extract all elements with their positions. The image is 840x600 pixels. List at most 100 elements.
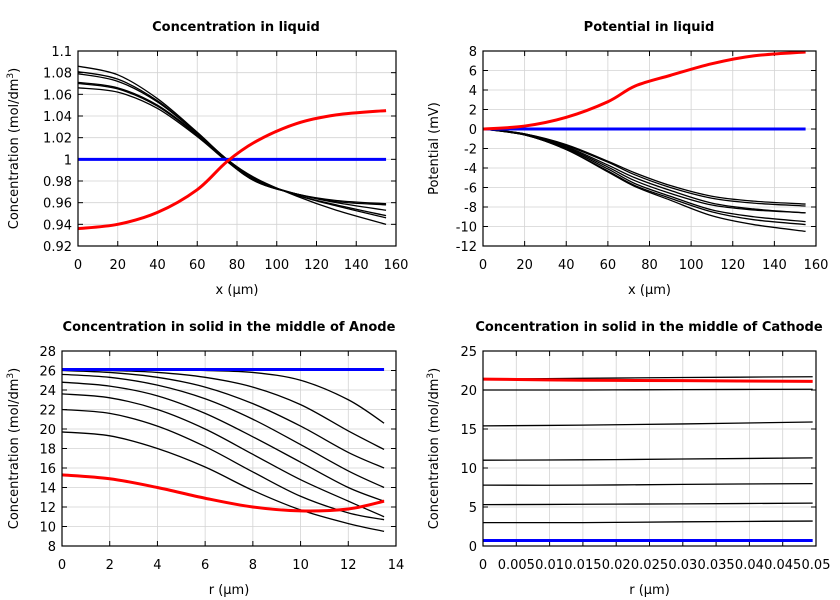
x-tick-label: 0.02 bbox=[602, 558, 631, 573]
series-line-black-7 bbox=[483, 128, 806, 233]
chart-3: 0 2 4 6 8 10 12 14810121416182022242628Concentr… bbox=[6, 320, 404, 598]
x-tick-label: 140 bbox=[762, 258, 787, 273]
y-axis-label: Potential (mV) bbox=[427, 102, 442, 195]
series-line-red bbox=[78, 109, 387, 231]
y-tick-label: 0.98 bbox=[43, 175, 72, 190]
series-line-black-6 bbox=[62, 393, 385, 518]
chart-title: Concentration in liquid bbox=[152, 20, 320, 35]
y-tick-label: 1.08 bbox=[43, 67, 72, 82]
x-tick-label: 40 bbox=[558, 258, 575, 273]
series-line-red bbox=[483, 51, 806, 131]
y-tick-label: -6 bbox=[464, 182, 477, 197]
y-tick-label: 14 bbox=[39, 482, 56, 497]
x-axis-label: r (µm) bbox=[209, 583, 250, 598]
y-axis-label-superscript: 3 bbox=[6, 73, 16, 79]
x-tick-label: 120 bbox=[304, 258, 329, 273]
x-tick-label: 100 bbox=[264, 258, 289, 273]
y-tick-label: -8 bbox=[464, 201, 477, 216]
y-tick-label: -2 bbox=[464, 143, 477, 158]
y-axis-label-end: ) bbox=[7, 68, 22, 73]
chart-title: Concentration in solid in the middle of … bbox=[475, 320, 823, 335]
x-tick-label: 0 bbox=[74, 258, 82, 273]
y-tick-label: -4 bbox=[464, 162, 477, 177]
y-tick-label: 6 bbox=[469, 65, 477, 80]
x-tick-label: 0.03 bbox=[668, 558, 697, 573]
x-tick-label: 10 bbox=[292, 558, 309, 573]
x-tick-label: 60 bbox=[189, 258, 206, 273]
series-line-red bbox=[483, 377, 813, 383]
series-line-black-4 bbox=[62, 373, 385, 489]
y-tick-label: 0.94 bbox=[43, 218, 72, 233]
y-axis-label-end: ) bbox=[7, 368, 22, 373]
x-axis-label: r (µm) bbox=[629, 583, 670, 598]
y-tick-label: 16 bbox=[39, 462, 56, 477]
y-tick-label: 10 bbox=[39, 521, 56, 536]
x-axis-label: x (µm) bbox=[216, 283, 259, 298]
chart-2: 0 20 40 60 80 100 120 140 160 -12 -10 -8 -6 -4 -2 0 2 4 6 8… bbox=[427, 20, 828, 298]
series-line-black-5 bbox=[483, 482, 813, 486]
y-tick-label: 12 bbox=[39, 501, 56, 516]
series-line-black-3 bbox=[483, 128, 806, 214]
x-tick-label: 0.015 bbox=[564, 558, 601, 573]
y-axis-label-text: Concentration (mol/dm bbox=[7, 79, 22, 230]
y-tick-label: 1.04 bbox=[43, 110, 72, 125]
y-axis-label-superscript: 3 bbox=[6, 373, 16, 379]
x-tick-label: 0 bbox=[479, 558, 487, 573]
y-tick-label: -10 bbox=[456, 221, 477, 236]
y-axis-label: Concentration (mol/dm3) bbox=[6, 68, 22, 230]
x-tick-label: 14 bbox=[388, 558, 405, 573]
series-line-black-3 bbox=[483, 421, 813, 427]
x-tick-label: 2 bbox=[106, 558, 114, 573]
series-line-black-6 bbox=[483, 502, 813, 506]
y-axis-label-text: Concentration (mol/dm bbox=[427, 379, 442, 530]
x-tick-label: 140 bbox=[344, 258, 369, 273]
x-tick-label: 40 bbox=[149, 258, 166, 273]
y-tick-label: 8 bbox=[48, 540, 56, 555]
series-line-black-2 bbox=[483, 388, 813, 391]
y-tick-label: 26 bbox=[39, 365, 56, 380]
x-tick-label: 60 bbox=[600, 258, 617, 273]
y-tick-label: 18 bbox=[39, 443, 56, 458]
series-line-black-7 bbox=[483, 520, 813, 524]
x-tick-label: 160 bbox=[384, 258, 409, 273]
x-tick-label: 20 bbox=[516, 258, 533, 273]
x-tick-label: 6 bbox=[201, 558, 209, 573]
y-axis-label-end: ) bbox=[427, 368, 442, 373]
y-tick-label: 20 bbox=[460, 384, 477, 399]
y-tick-label: 28 bbox=[39, 345, 56, 360]
y-tick-label: 1 bbox=[64, 153, 72, 168]
y-tick-label: 1.06 bbox=[43, 88, 72, 103]
x-tick-label: 12 bbox=[340, 558, 357, 573]
x-tick-label: 0.01 bbox=[535, 558, 564, 573]
y-tick-label: 0.92 bbox=[43, 240, 72, 255]
x-tick-label: 0.05 bbox=[802, 558, 831, 573]
y-tick-label: 24 bbox=[39, 384, 56, 399]
plot-frame bbox=[482, 50, 817, 247]
y-tick-label: 0 bbox=[469, 540, 477, 555]
y-tick-label: 0 bbox=[469, 123, 477, 138]
series-line-black-5 bbox=[62, 381, 385, 502]
y-tick-label: 22 bbox=[39, 404, 56, 419]
y-tick-label: 5 bbox=[469, 501, 477, 516]
y-tick-label: 10 bbox=[460, 462, 477, 477]
y-tick-label: 4 bbox=[469, 84, 477, 99]
x-tick-label: 0.035 bbox=[697, 558, 734, 573]
series-line-black-4 bbox=[483, 457, 813, 461]
series-line-black-3 bbox=[62, 369, 385, 469]
chart-4: 0 0.005 0.01 0.015 0.02 0.025 0.03 0.035 0.04 0.0… bbox=[426, 320, 830, 598]
y-axis-label: Concentration (mol/dm3) bbox=[6, 368, 22, 530]
x-tick-label: 120 bbox=[720, 258, 745, 273]
x-tick-label: 160 bbox=[804, 258, 829, 273]
x-tick-label: 100 bbox=[679, 258, 704, 273]
chart-title: Potential in liquid bbox=[584, 20, 715, 35]
x-tick-label: 0 bbox=[479, 258, 487, 273]
y-tick-label: 20 bbox=[39, 423, 56, 438]
x-tick-label: 0 bbox=[58, 558, 66, 573]
plot-frame bbox=[77, 50, 397, 247]
series-line-red bbox=[62, 473, 385, 513]
x-tick-label: 0.025 bbox=[631, 558, 668, 573]
x-tick-label: 4 bbox=[153, 558, 161, 573]
y-axis-label-text: Potential (mV) bbox=[427, 102, 442, 195]
x-tick-label: 20 bbox=[109, 258, 126, 273]
y-axis-label-superscript: 3 bbox=[426, 373, 436, 379]
